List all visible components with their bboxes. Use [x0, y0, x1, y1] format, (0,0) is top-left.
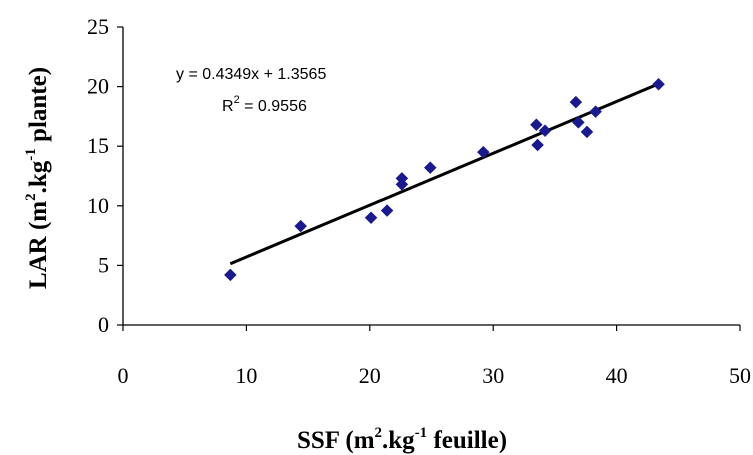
- x-tick-label: 20: [359, 363, 381, 388]
- data-points: [224, 77, 665, 282]
- data-point: [476, 145, 490, 159]
- data-point: [538, 124, 552, 138]
- y-tick-label: 10: [87, 193, 109, 218]
- data-point: [571, 116, 585, 129]
- data-point: [652, 77, 665, 91]
- r-squared-exponent: 2: [234, 94, 240, 106]
- x-axis-title-prefix: SSF (m: [297, 427, 375, 454]
- x-axis-title-sup2: -1: [415, 425, 428, 441]
- trendline: [229, 82, 660, 266]
- r-squared-value: = 0.9556: [240, 98, 307, 115]
- x-axis-title-suffix: feuille): [427, 427, 507, 454]
- y-axis-title-suffix: plante): [25, 67, 52, 148]
- x-axis-title-mid: .kg: [382, 427, 415, 454]
- x-axis-ticks: 0 10 20 30 40 50: [118, 325, 751, 388]
- data-point: [531, 138, 544, 152]
- data-point: [569, 95, 583, 109]
- y-tick-label: 25: [87, 14, 109, 39]
- trendline-group: [229, 82, 660, 266]
- y-axis-title-prefix: LAR (m: [25, 201, 52, 289]
- data-point: [294, 219, 308, 233]
- data-point: [395, 177, 409, 191]
- data-point: [589, 105, 602, 118]
- x-axis-title: SSF (m2.kg-1 feuille): [297, 425, 507, 454]
- x-tick-label: 30: [482, 363, 504, 388]
- y-axis-ticks: 0 5 10 15 20 25: [87, 14, 123, 337]
- y-tick-label: 15: [87, 133, 109, 158]
- y-axis-title: LAR (m2.kg-1 plante): [23, 67, 52, 289]
- y-tick-label: 20: [87, 74, 109, 99]
- data-point: [224, 268, 237, 282]
- x-axis-title-sup1: 2: [375, 425, 383, 441]
- x-tick-label: 50: [729, 363, 751, 388]
- data-point: [530, 118, 543, 132]
- data-point: [364, 211, 378, 225]
- y-tick-label: 0: [98, 312, 109, 337]
- y-tick-label: 5: [98, 252, 109, 277]
- trendline-equation: y = 0.4349x + 1.3565: [176, 66, 326, 83]
- x-tick-label: 40: [606, 363, 628, 388]
- r-squared-symbol: R: [222, 98, 234, 115]
- axes: [122, 27, 740, 326]
- data-point: [380, 204, 394, 217]
- r-squared-label: R2 = 0.9556: [222, 94, 307, 115]
- data-point: [423, 161, 437, 175]
- y-axis-title-sup2: -1: [23, 148, 39, 161]
- y-axis-title-mid: .kg: [25, 160, 52, 193]
- x-tick-label: 10: [235, 363, 257, 388]
- y-axis-title-sup1: 2: [23, 193, 39, 201]
- x-tick-label: 0: [118, 363, 129, 388]
- data-point: [580, 125, 594, 139]
